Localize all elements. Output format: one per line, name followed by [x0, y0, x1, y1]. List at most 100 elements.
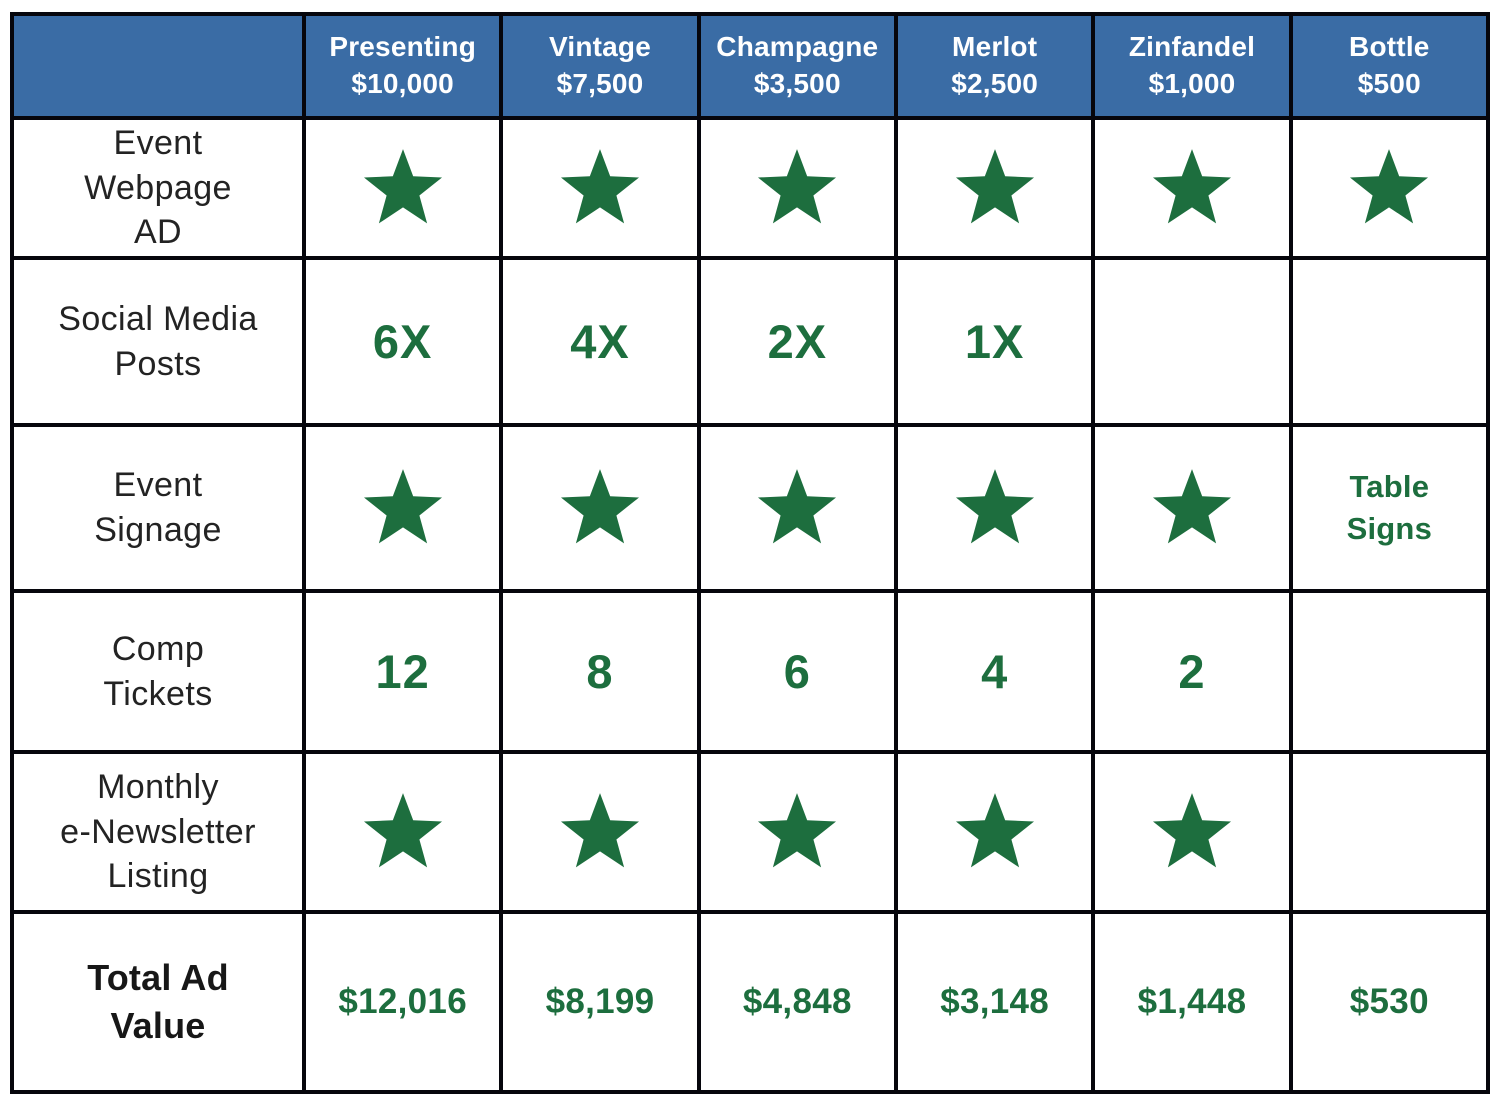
column-header-zinfandel: Zinfandel $1,000 — [1095, 16, 1289, 116]
row-label: Monthly e-Newsletter Listing — [60, 767, 256, 896]
cell-total-ad-value-champagne: $4,848 — [700, 914, 894, 1090]
cell-event-signage-champagne — [700, 427, 894, 589]
cell-event-webpage-ad-presenting — [306, 120, 500, 256]
cell-value: 2X — [767, 315, 828, 368]
star-icon — [758, 468, 837, 543]
cell-comp-tickets-presenting: 12 — [306, 593, 500, 750]
cell-value: $4,848 — [742, 982, 852, 1021]
row-label: Total Ad Value — [87, 957, 229, 1046]
star-icon — [363, 148, 442, 223]
column-name: Merlot — [952, 31, 1038, 63]
row-label-cell-monthly-e-newsletter-listing: Monthly e-Newsletter Listing — [14, 754, 302, 910]
cell-value: Table Signs — [1346, 469, 1433, 546]
cell-monthly-e-newsletter-listing-presenting — [306, 754, 500, 910]
cell-value: 1X — [964, 315, 1025, 368]
cell-event-webpage-ad-champagne — [700, 120, 894, 256]
star-icon — [758, 148, 837, 223]
cell-value: 8 — [586, 645, 614, 698]
column-name: Vintage — [548, 31, 651, 63]
row-label: Social Media Posts — [58, 299, 258, 383]
row-label-cell-comp-tickets: Comp Tickets — [14, 593, 302, 750]
cell-value: 12 — [375, 645, 430, 698]
cell-value: 4X — [570, 315, 630, 368]
cell-monthly-e-newsletter-listing-merlot — [897, 754, 1092, 910]
cell-total-ad-value-bottle: $530 — [1292, 914, 1486, 1090]
star-icon — [1152, 468, 1232, 543]
cell-social-media-posts-zinfandel — [1095, 260, 1289, 423]
cell-total-ad-value-merlot: $3,148 — [897, 914, 1092, 1090]
column-header-champagne: Champagne $3,500 — [700, 16, 894, 116]
column-price: $7,500 — [556, 68, 644, 99]
column-price: $10,000 — [351, 68, 454, 99]
cell-value: $12,016 — [338, 982, 467, 1021]
column-name: Zinfandel — [1128, 31, 1256, 63]
star-icon — [758, 792, 837, 867]
column-header-presenting: Presenting $10,000 — [306, 16, 500, 116]
cell-social-media-posts-merlot: 1X — [897, 260, 1092, 423]
cell-event-signage-merlot — [897, 427, 1092, 589]
star-icon — [955, 792, 1034, 867]
star-icon — [560, 792, 640, 867]
star-icon — [560, 468, 640, 543]
cell-total-ad-value-zinfandel: $1,448 — [1095, 914, 1289, 1090]
column-price: $2,500 — [951, 68, 1039, 99]
column-name: Presenting — [329, 31, 477, 63]
cell-value: $3,148 — [940, 982, 1050, 1021]
row-label-cell-event-signage: Event Signage — [14, 427, 302, 589]
star-icon — [363, 468, 442, 543]
cell-comp-tickets-vintage: 8 — [503, 593, 697, 750]
cell-value: 4 — [981, 645, 1009, 698]
row-label: Event Signage — [94, 466, 222, 549]
cell-comp-tickets-zinfandel: 2 — [1095, 593, 1289, 750]
cell-social-media-posts-vintage: 4X — [503, 260, 697, 423]
cell-event-webpage-ad-vintage — [503, 120, 697, 256]
cell-comp-tickets-merlot: 4 — [897, 593, 1092, 750]
cell-monthly-e-newsletter-listing-zinfandel — [1095, 754, 1289, 910]
star-icon — [560, 148, 640, 223]
row-label: Event Webpage AD — [84, 123, 232, 252]
cell-value: $530 — [1349, 982, 1429, 1021]
star-icon — [363, 792, 442, 867]
cell-event-webpage-ad-bottle — [1292, 120, 1486, 256]
cell-event-webpage-ad-zinfandel — [1095, 120, 1289, 256]
cell-value: $8,199 — [545, 982, 655, 1021]
cell-value: 2 — [1178, 645, 1206, 698]
star-icon — [1350, 148, 1429, 223]
cell-value: 6X — [372, 315, 433, 368]
cell-comp-tickets-champagne: 6 — [700, 593, 894, 750]
cell-social-media-posts-presenting: 6X — [306, 260, 500, 423]
cell-event-signage-presenting — [306, 427, 500, 589]
column-price: $3,500 — [753, 68, 841, 99]
star-icon — [955, 148, 1034, 223]
cell-comp-tickets-bottle — [1292, 593, 1486, 750]
column-header-vintage: Vintage $7,500 — [503, 16, 697, 116]
cell-total-ad-value-vintage: $8,199 — [503, 914, 697, 1090]
row-label-cell-social-media-posts: Social Media Posts — [14, 260, 302, 423]
column-header-bottle: Bottle $500 — [1292, 16, 1486, 116]
star-icon — [955, 468, 1034, 543]
cell-social-media-posts-bottle — [1292, 260, 1486, 423]
cell-social-media-posts-champagne: 2X — [700, 260, 894, 423]
star-icon — [1152, 792, 1232, 867]
cell-monthly-e-newsletter-listing-bottle — [1292, 754, 1486, 910]
cell-total-ad-value-presenting: $12,016 — [306, 914, 500, 1090]
corner-cell — [14, 16, 302, 116]
cell-value: $1,448 — [1137, 982, 1247, 1021]
cell-event-signage-bottle: Table Signs — [1292, 427, 1486, 589]
row-label-cell-total-ad-value: Total Ad Value — [14, 914, 302, 1090]
row-label-cell-event-webpage-ad: Event Webpage AD — [14, 120, 302, 256]
cell-value: 6 — [783, 645, 811, 698]
star-icon — [1152, 148, 1232, 223]
column-header-merlot: Merlot $2,500 — [897, 16, 1092, 116]
cell-event-signage-vintage — [503, 427, 697, 589]
cell-event-signage-zinfandel — [1095, 427, 1289, 589]
sponsorship-benefits-table: Presenting $10,000 Vintage $7,500 Champagne $… — [10, 12, 1490, 1094]
column-price: $1,000 — [1148, 68, 1236, 99]
column-price: $500 — [1357, 68, 1421, 99]
cell-monthly-e-newsletter-listing-vintage — [503, 754, 697, 910]
row-label: Comp Tickets — [103, 629, 213, 713]
cell-event-webpage-ad-merlot — [897, 120, 1092, 256]
column-name: Bottle — [1349, 31, 1430, 63]
cell-monthly-e-newsletter-listing-champagne — [700, 754, 894, 910]
